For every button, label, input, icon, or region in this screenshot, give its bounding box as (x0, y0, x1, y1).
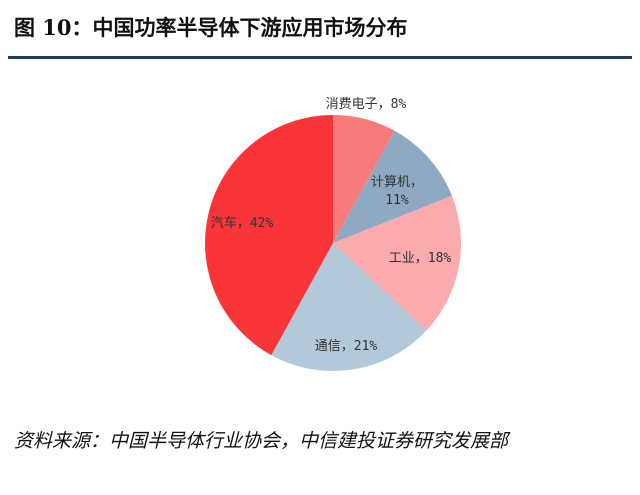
title-divider (8, 56, 632, 59)
pie-chart: 消费电子，8% 计算机， 11% 工业，18% 通信，21% 汽车，42% (204, 97, 461, 372)
pie-label-2: 计算机， (371, 175, 423, 190)
pie-slice-2 (333, 130, 453, 243)
pie-slice-5 (204, 115, 333, 356)
pie-label-5: 汽车，42% (211, 215, 274, 231)
pie-label-3: 工业，18% (389, 251, 452, 266)
pie-slices (204, 115, 461, 372)
pie-labels: 消费电子，8% 计算机， 11% 工业，18% 通信，21% 汽车，42% (211, 97, 452, 354)
figure-title: 图 10：中国功率半导体下游应用市场分布 (14, 15, 408, 40)
pie-label-2-line2: 11% (385, 193, 409, 208)
pie-label-4: 通信，21% (315, 339, 378, 354)
pie-slice-4 (271, 243, 427, 372)
figure-source: 资料来源：中国半导体行业协会，中信建投证券研究发展部 (14, 430, 509, 452)
pie-slice-1 (333, 115, 395, 243)
pie-label-1: 消费电子，8% (326, 97, 407, 112)
pie-slice-3 (333, 195, 461, 331)
